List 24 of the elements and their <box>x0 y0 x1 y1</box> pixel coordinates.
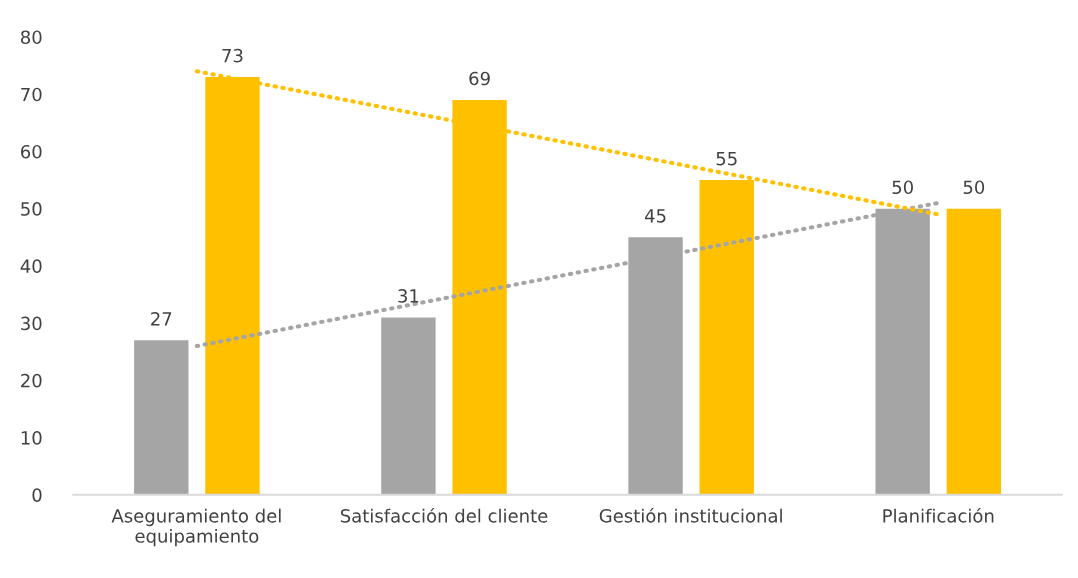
y-tick-label: 30 <box>21 316 42 331</box>
x-tick-label: Satisfacción del cliente <box>340 507 548 523</box>
y-tick-label: 20 <box>21 373 42 388</box>
data-label: 69 <box>469 71 490 86</box>
y-tick-label: 50 <box>21 202 42 216</box>
data-label: 55 <box>716 152 737 166</box>
data-label: 27 <box>151 312 172 326</box>
x-tick-label: Planificación <box>883 507 994 523</box>
bar <box>381 317 436 495</box>
data-label: 50 <box>892 180 913 195</box>
x-tick-label: Aseguramiento del equipamiento <box>111 508 281 547</box>
x-tick-label: Gestión institucional <box>599 507 782 523</box>
y-tick-label: 40 <box>20 259 42 273</box>
y-tick-label: 70 <box>21 87 42 102</box>
bar <box>946 208 1002 495</box>
bar <box>134 340 189 495</box>
data-label: 45 <box>644 209 666 223</box>
data-label: 31 <box>398 289 419 303</box>
y-tick-label: 10 <box>21 431 42 445</box>
y-tick-label: 0 <box>32 488 42 502</box>
data-label: 50 <box>963 180 985 195</box>
y-tick-label: 60 <box>21 144 42 159</box>
data-label: 73 <box>222 48 243 63</box>
y-tick-label: 80 <box>21 30 42 45</box>
